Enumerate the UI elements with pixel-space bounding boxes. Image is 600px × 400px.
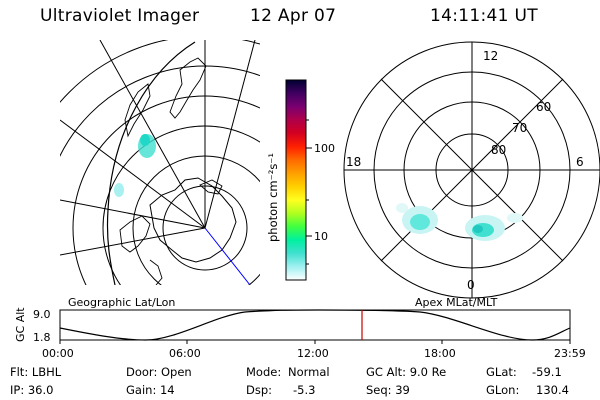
info-dsp-value: -5.3 — [293, 383, 315, 397]
mlt-label-12: 12 — [483, 49, 498, 63]
instrument-title: Ultraviolet Imager — [40, 6, 200, 26]
info-glon-value: 130.4 — [536, 383, 569, 397]
timeline-x-tick-1200: 12:00 — [297, 347, 329, 360]
mlt-label-18: 18 — [346, 155, 361, 169]
mlt-label-0: 0 — [467, 278, 475, 292]
timeline-y-label: GC Alt — [14, 307, 27, 342]
info-glon-label: GLon: — [486, 383, 519, 397]
info-ip: IP: 36.0 — [10, 383, 53, 397]
colorbar-tick-100: 100 — [314, 142, 335, 155]
geographic-map-label: Geographic Lat/Lon — [68, 296, 175, 309]
info-dsp-label: Dsp: — [246, 383, 272, 397]
timeline-x-tick-2359: 23:59 — [554, 347, 586, 360]
timeline-x-tick-0600: 06:00 — [169, 347, 201, 360]
info-mode-label: Mode: — [246, 365, 281, 379]
info-door: Door: Open — [126, 365, 192, 379]
info-gc-alt: GC Alt: 9.0 Re — [366, 365, 446, 379]
mlt-label-6: 6 — [576, 155, 584, 169]
magnetic-polar-plot — [343, 41, 600, 299]
magnetic-map-label: Apex MLat/MLT — [415, 296, 498, 309]
timeline-x-tick-0000: 00:00 — [42, 347, 74, 360]
colorbar-tick-10: 10 — [314, 230, 328, 243]
mlat-label-80: 80 — [491, 143, 506, 157]
info-mode-value: Normal — [288, 365, 330, 379]
mlat-label-60: 60 — [536, 100, 551, 114]
timeline-x-tick-1800: 18:00 — [424, 347, 456, 360]
info-panel: Flt: LBHL IP: 36.0 Door: Open Gain: 14 M… — [10, 365, 569, 397]
info-glat-value: -59.1 — [532, 365, 562, 379]
info-filter: Flt: LBHL — [10, 365, 62, 379]
info-glat-label: GLat: — [486, 365, 517, 379]
timeline-y-tick-9: 9.0 — [33, 308, 51, 321]
altitude-timeline: GC Alt 9.0 1.8 00:00 06:00 12:00 18:00 2… — [14, 307, 586, 360]
colorbar: 100 10 photon cm⁻²s⁻¹ — [266, 79, 335, 281]
mlat-label-70: 70 — [512, 121, 527, 135]
geographic-map — [60, 40, 260, 285]
info-seq: Seq: 39 — [366, 383, 410, 397]
observation-date: 12 Apr 07 — [250, 6, 337, 26]
colorbar-unit-label: photon cm⁻²s⁻¹ — [266, 153, 280, 242]
timeline-y-tick-1.8: 1.8 — [33, 331, 51, 344]
observation-time: 14:11:41 UT — [430, 6, 538, 26]
info-gain: Gain: 14 — [126, 383, 175, 397]
